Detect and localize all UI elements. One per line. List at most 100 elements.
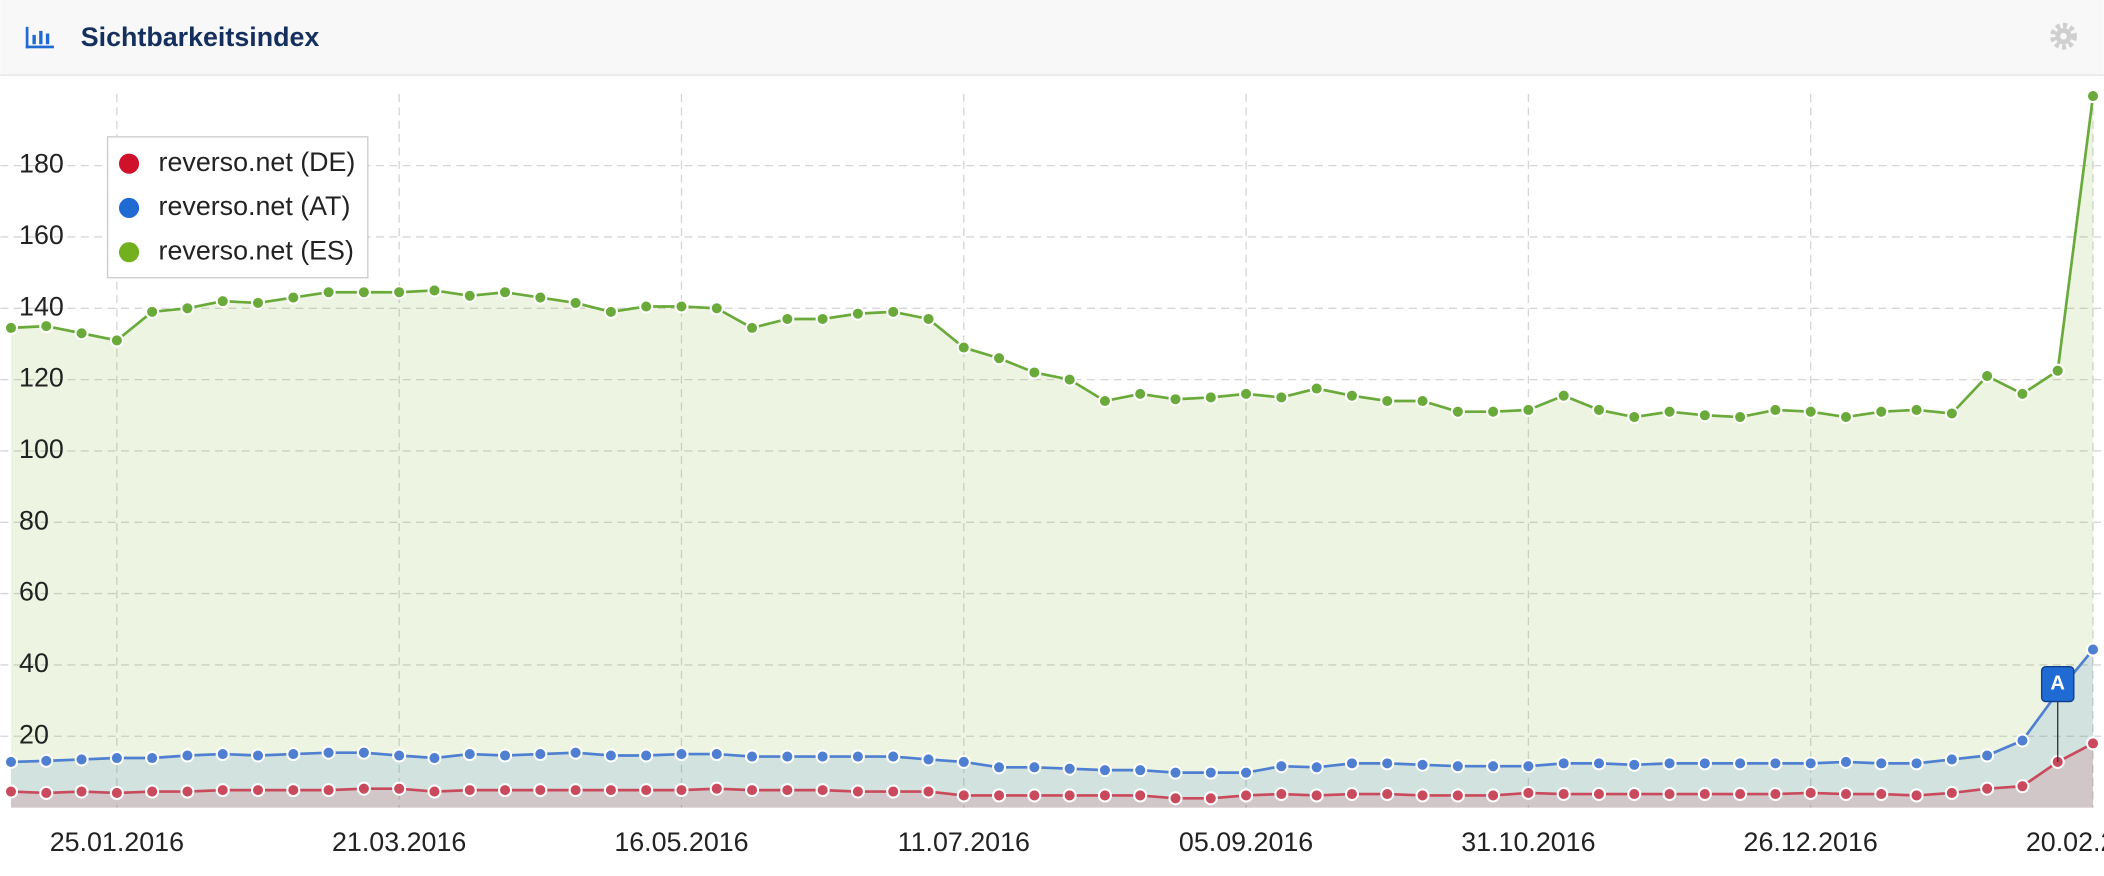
- data-point: [356, 745, 371, 760]
- legend-marker: [118, 197, 140, 218]
- data-point: [1168, 791, 1183, 806]
- data-point: [39, 785, 54, 801]
- data-point: [1874, 404, 1889, 419]
- data-point: [1274, 759, 1289, 774]
- data-point: [1133, 386, 1148, 401]
- data-point: [1203, 390, 1218, 405]
- data-point: [780, 311, 795, 327]
- data-point: [1027, 788, 1042, 803]
- y-tick-label: 120: [19, 363, 64, 393]
- data-point: [850, 306, 865, 321]
- data-point: [1627, 757, 1642, 772]
- data-point: [1697, 756, 1712, 771]
- data-point: [1662, 404, 1677, 419]
- data-point: [1591, 786, 1607, 802]
- data-point: [815, 311, 830, 327]
- legend-label: reverso.net (AT): [159, 191, 351, 221]
- data-point: [1521, 759, 1536, 774]
- data-point: [1415, 788, 1430, 803]
- x-tick-label: 20.02.2017: [2026, 827, 2104, 857]
- data-point: [145, 750, 160, 766]
- data-point: [2015, 733, 2030, 748]
- data-point: [427, 283, 442, 298]
- y-tick-label: 140: [19, 291, 64, 321]
- data-point: [462, 747, 477, 762]
- data-point: [1203, 791, 1218, 806]
- data-point: [1803, 404, 1818, 419]
- data-point: [674, 299, 689, 314]
- data-point: [745, 320, 760, 335]
- y-tick-label: 80: [19, 505, 49, 535]
- data-point: [109, 750, 124, 766]
- data-point: [1662, 786, 1677, 802]
- data-point: [1239, 788, 1254, 803]
- y-tick-label: 40: [19, 648, 49, 678]
- panel-title: Sichtbarkeitsindex: [81, 22, 320, 52]
- data-point: [1450, 759, 1465, 774]
- legend-label: reverso.net (ES): [159, 235, 354, 265]
- data-point: [1556, 756, 1571, 771]
- data-point: [180, 301, 195, 316]
- data-point: [603, 748, 618, 763]
- data-point: [1838, 786, 1854, 802]
- data-point: [780, 749, 795, 764]
- data-point: [1803, 756, 1818, 771]
- legend: reverso.net (DE) reverso.net (AT) reverso.…: [106, 136, 369, 279]
- data-point: [321, 285, 336, 300]
- data-point: [1909, 788, 1924, 803]
- data-point: [1380, 756, 1395, 771]
- data-point: [921, 752, 936, 767]
- data-point: [1097, 788, 1112, 803]
- data-point: [886, 784, 901, 799]
- data-point: [1944, 752, 1959, 767]
- data-point: [815, 749, 830, 764]
- data-point: [1733, 756, 1748, 771]
- data-point: [286, 747, 301, 762]
- data-point: [1133, 788, 1148, 803]
- annotation-marker: [2040, 666, 2075, 703]
- data-point: [180, 748, 195, 763]
- data-point: [992, 788, 1007, 803]
- data-point: [1027, 365, 1042, 380]
- data-point: [180, 784, 195, 799]
- data-point: [992, 351, 1007, 366]
- data-point: [1909, 402, 1924, 417]
- data-point: [462, 288, 477, 303]
- legend-marker: [118, 153, 140, 174]
- data-point: [1768, 402, 1783, 417]
- data-point: [1239, 765, 1254, 780]
- x-tick-label: 31.10.2016: [1461, 827, 1595, 857]
- data-point: [2015, 386, 2030, 401]
- data-point: [674, 747, 689, 762]
- data-point: [1380, 393, 1395, 409]
- data-point: [356, 781, 371, 796]
- data-point: [533, 747, 548, 762]
- data-point: [1874, 756, 1889, 771]
- data-point: [1733, 786, 1748, 802]
- data-point: [3, 320, 19, 335]
- data-point: [1380, 786, 1395, 802]
- data-point: [1415, 393, 1430, 409]
- data-point: [1944, 785, 1959, 801]
- legend-box: [106, 136, 369, 279]
- y-tick-label: 180: [19, 149, 64, 179]
- data-point: [250, 783, 266, 798]
- data-point: [815, 783, 830, 798]
- data-point: [1838, 410, 1854, 425]
- data-point: [1486, 759, 1501, 774]
- data-point: [533, 783, 548, 798]
- data-point: [1344, 388, 1359, 403]
- data-point: [850, 749, 865, 764]
- header-bar: [0, 0, 2104, 76]
- data-point: [1203, 765, 1218, 780]
- data-point: [215, 783, 230, 798]
- data-point: [1733, 410, 1748, 425]
- x-tick-label: 11.07.2016: [898, 827, 1030, 857]
- series-area: [10, 649, 2094, 808]
- data-point: [2015, 779, 2030, 794]
- settings-icon[interactable]: [2050, 22, 2077, 50]
- series-area: [10, 96, 2094, 808]
- data-point: [1697, 786, 1712, 802]
- y-tick-label: 60: [19, 577, 49, 607]
